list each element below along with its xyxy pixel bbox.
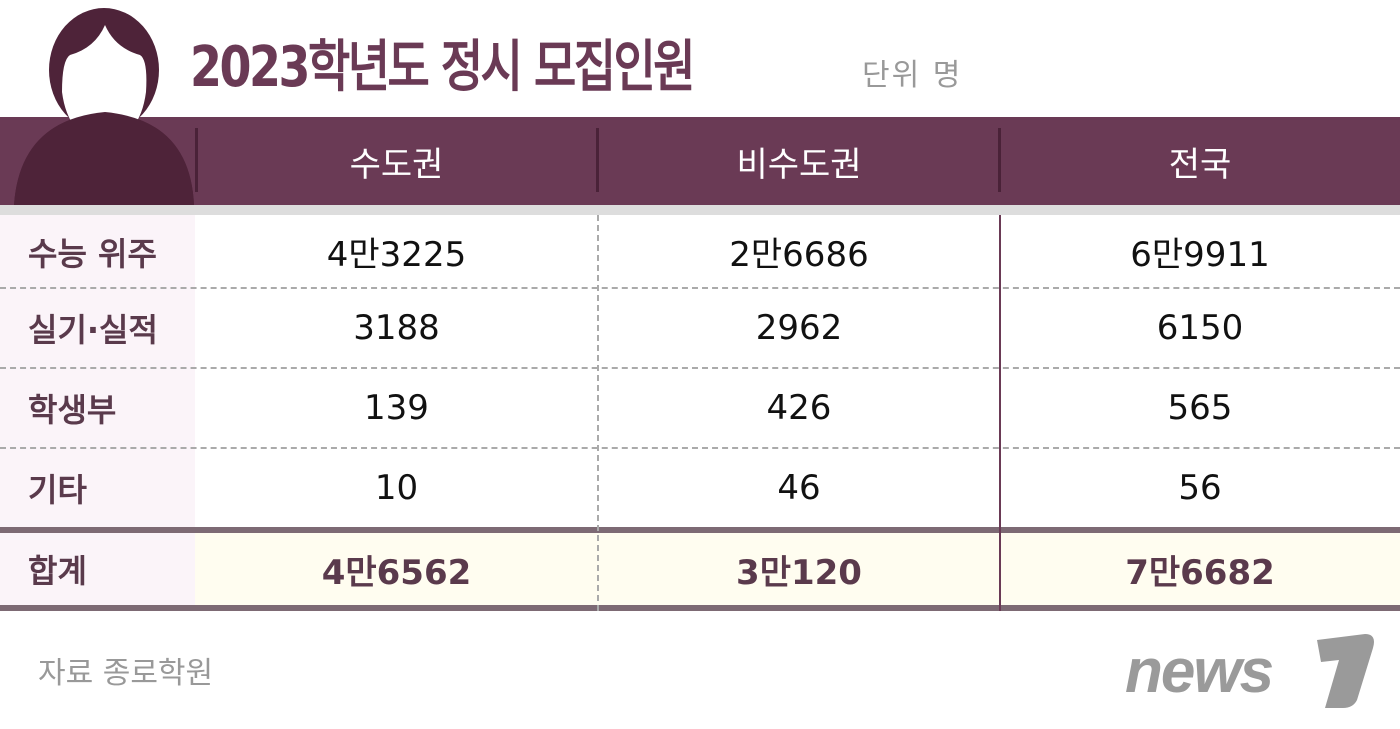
row-label: 합계	[28, 552, 87, 590]
cell: 3188	[353, 308, 440, 348]
cell: 565	[1167, 388, 1233, 428]
cell: 426	[766, 388, 832, 428]
page-title: 2023학년도 정시 모집인원	[190, 35, 696, 100]
column-header: 비수도권	[736, 144, 862, 185]
cell: 2만6686	[729, 235, 869, 275]
cell: 6만9911	[1130, 235, 1270, 275]
cell: 10	[374, 467, 419, 508]
cell: 139	[364, 388, 429, 428]
unit-label: 단위 명	[862, 58, 963, 93]
column-header: 전국	[1168, 144, 1232, 185]
svg-text:news: news	[1125, 637, 1273, 706]
cell: 56	[1178, 467, 1222, 508]
cell: 3만120	[736, 552, 862, 593]
row-label: 수능 위주	[28, 234, 157, 273]
cell: 6150	[1156, 308, 1244, 348]
table-row: 수능 위주 4만3225 2만6686 6만9911	[0, 215, 1400, 288]
row-label: 기타	[28, 470, 87, 509]
cell: 4만6562	[321, 552, 472, 593]
news1-logo: news	[1125, 634, 1374, 708]
row-label: 학생부	[28, 391, 117, 429]
table-row: 기타 10 46 56	[0, 448, 1400, 527]
row-label: 실기·실적	[28, 311, 158, 349]
column-header: 수도권	[349, 144, 444, 185]
cell: 2962	[755, 308, 843, 348]
source-note: 자료 종로학원	[38, 656, 214, 691]
total-row: 합계 4만6562 3만120 7만6682	[0, 533, 1400, 605]
table-row: 실기·실적 3188 2962 6150	[0, 288, 1400, 368]
cell: 7만6682	[1125, 552, 1275, 593]
table-row: 학생부 139 426 565	[0, 368, 1400, 448]
cell: 4만3225	[326, 235, 467, 275]
cell: 46	[777, 467, 821, 508]
avatar-body	[14, 112, 194, 205]
